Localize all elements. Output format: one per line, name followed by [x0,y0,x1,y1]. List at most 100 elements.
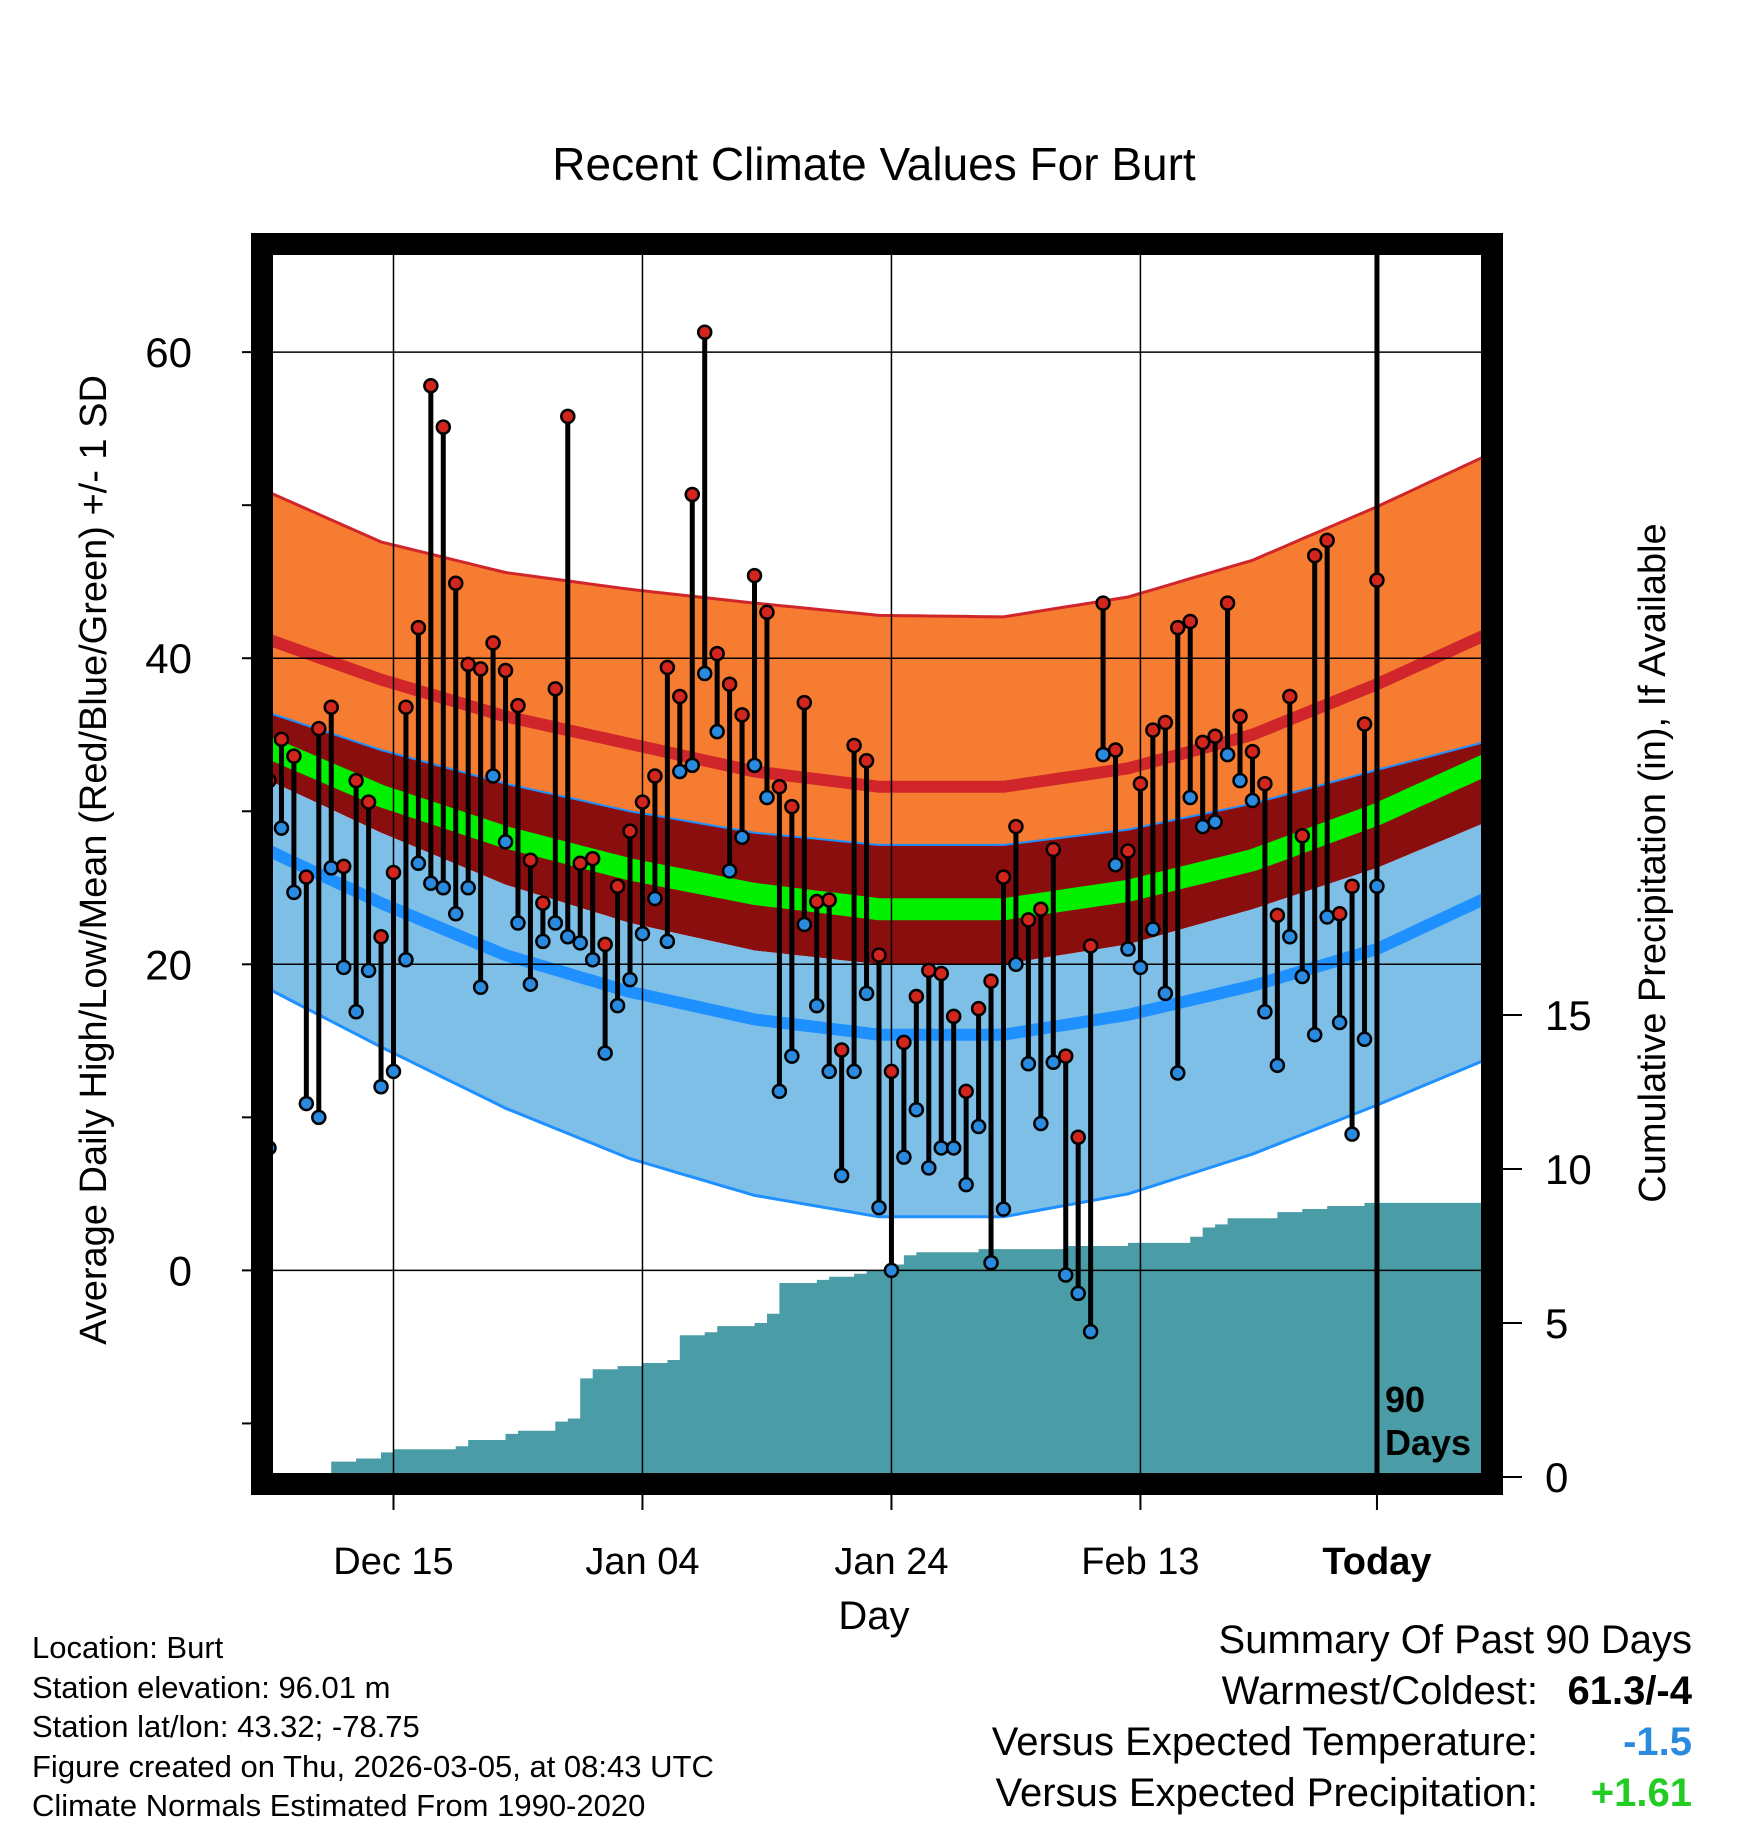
daily-high-point [560,408,576,425]
daily-low-point [335,959,352,976]
daily-high-point [385,864,402,881]
daily-low-point [1033,1115,1049,1132]
daily-high-point [286,748,302,764]
daily-low-point [460,880,476,896]
daily-low-point [1008,956,1024,973]
daily-high-point [1282,688,1298,705]
y2-tick-label: 10 [1545,1146,1592,1193]
daily-low-point [273,820,290,836]
daily-high-point [1033,901,1049,917]
daily-high-point [647,768,663,784]
daily-low-point [846,1063,862,1080]
daily-high-point [696,324,713,340]
daily-high-point [1294,827,1311,844]
daily-low-point [1344,1126,1360,1142]
daily-low-point [535,933,551,950]
daily-high-point [447,575,464,591]
daily-high-point [721,676,738,692]
daily-high-point [622,823,638,839]
daily-high-point [522,852,539,868]
daily-low-point [410,855,427,872]
daily-high-point [485,635,501,651]
daily-high-point [547,681,564,697]
daily-low-point [945,1140,962,1156]
daily-high-point [995,869,1012,885]
summary-panel: Summary Of Past 90 Days Warmest/Coldest:… [992,1618,1692,1822]
daily-high-point [609,878,626,895]
daily-high-point [833,1042,850,1058]
axes: 0 20 40 60 0 5 10 15 Dec 15 Jan 04 Jan 24 Feb 13 Tod… [145,329,1591,1583]
daily-low-point [1132,959,1149,976]
daily-low-point [1232,772,1248,789]
daily-low-point [1107,857,1124,873]
daily-high-point [335,858,352,875]
daily-low-point [1257,1003,1273,1020]
normals-period: Climate Normals Estimated From 1990-2020 [32,1788,646,1823]
daily-high-point [1244,743,1261,760]
daily-low-point [696,665,713,682]
daily-low-point [821,1063,837,1080]
daily-high-point [1182,613,1198,630]
daily-high-point [1269,907,1286,924]
daily-low-point [1020,1056,1037,1072]
daily-high-point [1257,775,1273,792]
daily-low-point [1095,746,1111,763]
cumulative-precip-area [269,1202,1489,1477]
daily-low-point [983,1254,999,1271]
daily-low-point [858,985,875,1002]
daily-high-point [908,988,925,1005]
daily-high-point [759,604,775,621]
daily-high-point [1132,775,1149,792]
daily-high-point [659,659,676,676]
daily-low-point [485,768,501,784]
y2-tick-label: 5 [1545,1300,1568,1347]
daily-low-point [609,997,626,1014]
daily-low-point [672,763,688,780]
daily-low-point [771,1083,788,1100]
daily-low-point [1369,878,1385,895]
daily-low-point [647,890,663,907]
mean-plus-sd-edge [269,711,1489,846]
daily-high-point [1107,742,1124,758]
daily-high-point [1070,1129,1086,1145]
daily-low-point [323,860,339,876]
daily-low-point [1057,1267,1074,1283]
daily-high-point [535,895,551,911]
daily-low-point [746,757,763,774]
daily-low-point [1082,1323,1099,1340]
daily-low-point [622,971,638,988]
daily-high-point [1319,532,1335,549]
daily-low-point [1194,818,1211,835]
daily-low-point [373,1078,389,1095]
temp-departure-value: -1.5 [1623,1720,1692,1764]
daily-low-point [398,951,414,968]
daily-high-point [734,707,750,723]
daily-low-point [1170,1065,1186,1081]
daily-low-point [921,1160,937,1176]
daily-high-point [1082,938,1099,954]
daily-high-point [460,656,476,673]
daily-low-point [360,962,377,979]
warmest-coldest-value: 61.3/-4 [1567,1669,1692,1713]
station-location: Location: Burt [32,1630,224,1665]
daily-low-point [759,789,775,806]
x-tick-label: Jan 04 [585,1541,699,1583]
summary-heading: Summary Of Past 90 Days [1218,1618,1692,1662]
daily-low-point [1244,792,1261,809]
plot-frame [251,233,1503,1495]
daily-high-point [1120,843,1136,859]
today-days-label: Days [1385,1422,1471,1463]
x-tick-label: Today [1322,1541,1431,1583]
daily-high-point [896,1034,912,1051]
temp-departure-label: Versus Expected Temperature: [991,1720,1538,1764]
precip-departure-row: Versus Expected Precipitation: +1.61 [992,1771,1692,1822]
daily-low-point [435,880,452,896]
daily-high-point [809,893,825,910]
daily-high-point [1145,722,1161,738]
daily-low-point [510,915,526,931]
daily-low-point [1219,746,1236,763]
daily-low-point [709,723,725,740]
daily-low-point [447,906,464,922]
daily-low-point [1045,1054,1062,1071]
